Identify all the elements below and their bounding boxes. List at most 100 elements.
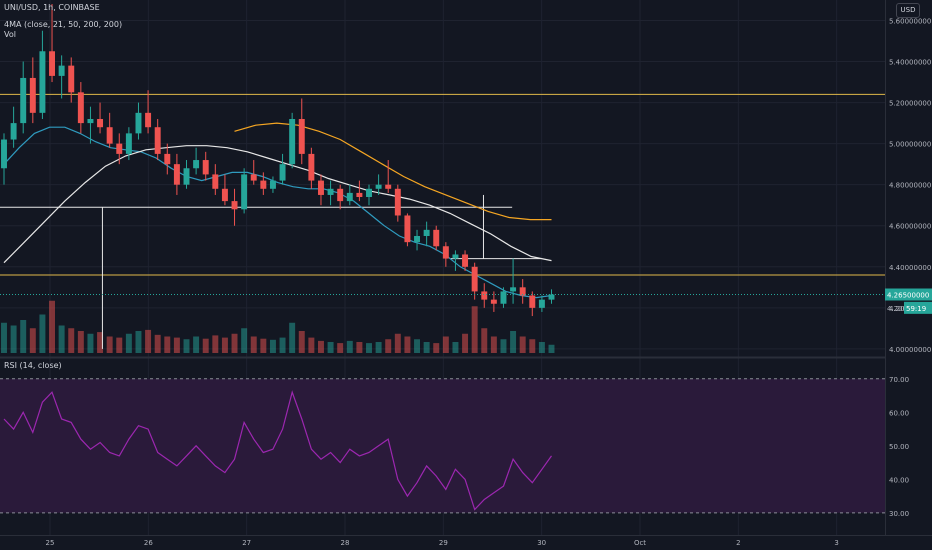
- candle[interactable]: [145, 90, 152, 134]
- candle[interactable]: [58, 55, 65, 99]
- candle-body: [173, 164, 180, 185]
- candle[interactable]: [202, 151, 209, 181]
- candle-body: [433, 229, 440, 247]
- candle[interactable]: [241, 168, 248, 214]
- candle[interactable]: [500, 287, 507, 308]
- candle[interactable]: [366, 184, 372, 206]
- candle-body: [375, 184, 382, 189]
- candle[interactable]: [433, 225, 440, 251]
- candle[interactable]: [490, 291, 497, 312]
- currency-button[interactable]: USD: [896, 3, 920, 18]
- candle[interactable]: [135, 102, 142, 140]
- candle-body: [414, 236, 421, 243]
- candle[interactable]: [356, 180, 363, 202]
- volume-bar: [173, 337, 180, 353]
- candle[interactable]: [298, 98, 305, 165]
- candle-body: [538, 299, 545, 308]
- volume-bar: [77, 331, 84, 353]
- candle-body: [77, 92, 84, 124]
- time-tick-label: 30: [537, 539, 546, 547]
- candle[interactable]: [423, 221, 430, 247]
- candle-body: [231, 201, 238, 210]
- candle[interactable]: [231, 188, 238, 226]
- candle[interactable]: [97, 102, 104, 134]
- candle[interactable]: [481, 283, 488, 308]
- candle[interactable]: [68, 57, 75, 103]
- candle[interactable]: [404, 213, 411, 247]
- ma-legend[interactable]: 4MA (close, 21, 50, 200, 200): [4, 20, 123, 29]
- candle-body: [481, 291, 488, 300]
- volume-legend[interactable]: Vol: [4, 30, 16, 39]
- candle[interactable]: [510, 258, 517, 304]
- candle[interactable]: [471, 262, 478, 300]
- volume-bar: [97, 332, 104, 353]
- candle[interactable]: [317, 174, 324, 206]
- candle[interactable]: [87, 106, 94, 144]
- candle[interactable]: [519, 279, 526, 304]
- candle-body: [202, 160, 209, 175]
- candle-body: [404, 215, 411, 243]
- candle-body: [462, 254, 469, 267]
- candle[interactable]: [414, 229, 421, 251]
- candle[interactable]: [164, 143, 171, 175]
- candle[interactable]: [548, 289, 555, 304]
- candle[interactable]: [20, 61, 27, 134]
- candle[interactable]: [462, 250, 469, 271]
- candle[interactable]: [212, 164, 219, 195]
- symbol-legend[interactable]: UNI/USD, 1h, COINBASE: [4, 3, 100, 12]
- rsi-band: [0, 378, 885, 514]
- candle[interactable]: [125, 127, 132, 161]
- time-tick-label: 28: [341, 539, 350, 547]
- candle[interactable]: [538, 295, 545, 312]
- candle[interactable]: [173, 153, 180, 195]
- candle[interactable]: [269, 176, 276, 193]
- candle[interactable]: [250, 160, 257, 185]
- rsi-legend[interactable]: RSI (14, close): [4, 361, 62, 370]
- candle[interactable]: [337, 184, 344, 210]
- candle[interactable]: [385, 160, 392, 193]
- candle[interactable]: [49, 4, 56, 83]
- volume-bar: [500, 339, 507, 353]
- candle[interactable]: [77, 82, 84, 134]
- volume-bar: [193, 336, 200, 353]
- candle[interactable]: [116, 133, 123, 165]
- candle-body: [269, 180, 276, 189]
- price-tick-label: 4.00000000: [889, 346, 931, 354]
- volume-bar: [20, 320, 27, 353]
- candle[interactable]: [154, 119, 161, 161]
- candle[interactable]: [375, 174, 382, 195]
- volume-bar: [538, 342, 545, 353]
- candle[interactable]: [39, 30, 46, 119]
- candle[interactable]: [1, 133, 7, 185]
- candle[interactable]: [442, 242, 449, 267]
- candle[interactable]: [29, 57, 36, 124]
- candle[interactable]: [221, 174, 228, 206]
- price-tick-label: 5.40000000: [889, 59, 931, 67]
- time-axis[interactable]: 25 26 27 28 29 30 Oct 2 3: [46, 539, 839, 547]
- candle[interactable]: [193, 147, 200, 175]
- candle[interactable]: [346, 184, 353, 206]
- volume-bar: [125, 333, 132, 353]
- volume-bar: [471, 306, 478, 353]
- candle[interactable]: [106, 112, 113, 148]
- candle[interactable]: [394, 184, 401, 222]
- candle[interactable]: [279, 153, 286, 185]
- rsi-axis[interactable]: 70.00 60.00 50.00 40.00 30.00: [889, 376, 909, 518]
- volume-bar: [68, 328, 75, 353]
- candle[interactable]: [289, 112, 296, 169]
- moving-averages: [3, 122, 552, 299]
- time-tick-label: 25: [46, 539, 55, 547]
- candle[interactable]: [183, 160, 190, 189]
- volume-bar: [106, 336, 113, 353]
- candle[interactable]: [327, 180, 334, 206]
- candle[interactable]: [529, 291, 536, 317]
- candle-body: [471, 266, 478, 292]
- volume-bar: [414, 339, 421, 353]
- candle-body: [39, 51, 46, 113]
- candle[interactable]: [308, 147, 315, 189]
- candle[interactable]: [10, 106, 17, 148]
- candle[interactable]: [260, 172, 267, 195]
- candle-body: [500, 291, 507, 304]
- candle[interactable]: [452, 250, 459, 271]
